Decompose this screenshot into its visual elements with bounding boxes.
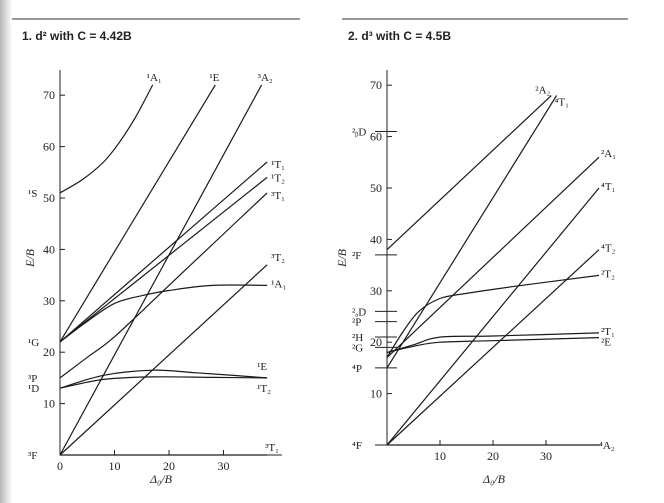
y-tick-label: 70 xyxy=(43,88,55,102)
y-tick-label: 10 xyxy=(43,397,55,411)
free-ion-term-label: ³F xyxy=(28,450,37,462)
y-tick-label: 60 xyxy=(370,130,382,144)
y-tick-label: 40 xyxy=(370,232,382,246)
x-tick-label: 30 xyxy=(540,449,552,463)
y-tick-label: 20 xyxy=(43,345,55,359)
curve-0-2 xyxy=(59,84,263,456)
y-tick-label: 70 xyxy=(370,78,382,92)
y-tick-label: 50 xyxy=(43,191,55,205)
curve-0-3 xyxy=(59,161,268,343)
curve-0-6 xyxy=(59,264,268,456)
panel1-axes xyxy=(59,70,282,456)
term-label: ³A₂ xyxy=(258,72,273,84)
free-ion-term-label: ²ᵦD xyxy=(352,126,366,138)
free-ion-term-label: ²H xyxy=(352,332,363,344)
x-tick-label: 30 xyxy=(218,459,230,473)
x-tick-label: 10 xyxy=(434,449,446,463)
free-ion-term-label: ²ₐD xyxy=(352,306,366,318)
term-label: ¹T₂ xyxy=(271,172,285,184)
free-ion-term-label: ⁴P xyxy=(352,363,362,375)
curve-1-7 xyxy=(386,337,600,354)
term-label: ⁴A₂ xyxy=(599,440,615,452)
free-ion-term-label: ⁴F xyxy=(352,440,362,452)
term-label: ¹A₁ xyxy=(147,72,162,84)
term-label: ⁴T₂ xyxy=(601,243,616,255)
y-tick-label: 30 xyxy=(370,284,382,298)
free-ion-term-label: ³P xyxy=(28,373,37,385)
x-tick-label: 20 xyxy=(163,459,175,473)
term-label: ³T₁ xyxy=(271,190,285,202)
panel2-curves xyxy=(386,95,600,446)
term-label: ¹T₂ xyxy=(257,383,271,395)
y-tick-label: 50 xyxy=(370,181,382,195)
term-label: ³T₁ xyxy=(265,442,279,454)
curve-0-8 xyxy=(59,369,268,389)
panel1-ylabel: E/B xyxy=(23,248,37,268)
term-label: ¹E xyxy=(257,361,267,373)
free-ion-term-label: ²G xyxy=(352,342,363,354)
panel1-curves xyxy=(59,84,268,456)
curve-1-4 xyxy=(386,249,600,446)
curve-0-9 xyxy=(59,376,268,389)
term-label: ¹E xyxy=(209,72,219,84)
term-label: ¹A₁ xyxy=(271,278,286,290)
term-label: ³T₂ xyxy=(271,252,285,264)
x-tick-label: 0 xyxy=(57,459,63,473)
curve-0-7 xyxy=(59,284,268,343)
x-tick-label: 20 xyxy=(487,449,499,463)
panel2-ylabel: E/B xyxy=(335,248,349,268)
term-label: ²E xyxy=(601,337,611,349)
panel1-ticks: 10 20 30 40 50 60 70 0 10 20 30 xyxy=(43,88,230,473)
curve-1-2 xyxy=(386,156,600,359)
term-label: ²T₂ xyxy=(601,268,615,280)
curve-1-3 xyxy=(386,187,600,446)
curve-0-5 xyxy=(59,192,268,379)
free-ion-term-label: ¹D xyxy=(28,383,39,395)
free-ion-term-label: ¹G xyxy=(28,337,39,349)
panel2-axes xyxy=(386,70,602,446)
y-tick-label: 20 xyxy=(370,335,382,349)
curve-0-1 xyxy=(59,84,216,343)
curve-1-1 xyxy=(386,95,558,369)
panel2-xlabel: Δ₀/B xyxy=(482,472,506,486)
term-label: ¹T₁ xyxy=(271,159,285,171)
panel1-title: 1. d² with C = 4.42B xyxy=(22,29,132,43)
term-label: ²T₁ xyxy=(601,326,615,338)
term-label: ²A₁ xyxy=(601,148,616,160)
y-tick-label: 10 xyxy=(370,387,382,401)
panel1-xlabel: Δ₀/B xyxy=(149,472,173,486)
curve-0-4 xyxy=(59,176,268,343)
curve-1-5 xyxy=(386,274,600,358)
term-label: ⁴T₁ xyxy=(555,96,570,108)
y-tick-label: 40 xyxy=(43,242,55,256)
term-label: ²A₂ xyxy=(535,84,550,96)
free-ion-term-label: ²F xyxy=(352,250,361,262)
free-ion-term-label: ¹S xyxy=(28,188,37,200)
y-tick-label: 30 xyxy=(43,294,55,308)
panel2-ticks: 10 20 30 40 50 60 70 10 20 30 xyxy=(370,78,552,463)
scan-shading xyxy=(0,0,12,503)
panel2-title: 2. d³ with C = 4.5B xyxy=(348,29,451,43)
term-label: ⁴T₁ xyxy=(601,181,616,193)
curve-1-0 xyxy=(386,95,552,251)
free-ion-term-label: ²P xyxy=(352,317,361,329)
y-tick-label: 60 xyxy=(43,140,55,154)
curve-1-6 xyxy=(386,332,600,354)
x-tick-label: 10 xyxy=(109,459,121,473)
curve-0-0 xyxy=(59,84,154,194)
